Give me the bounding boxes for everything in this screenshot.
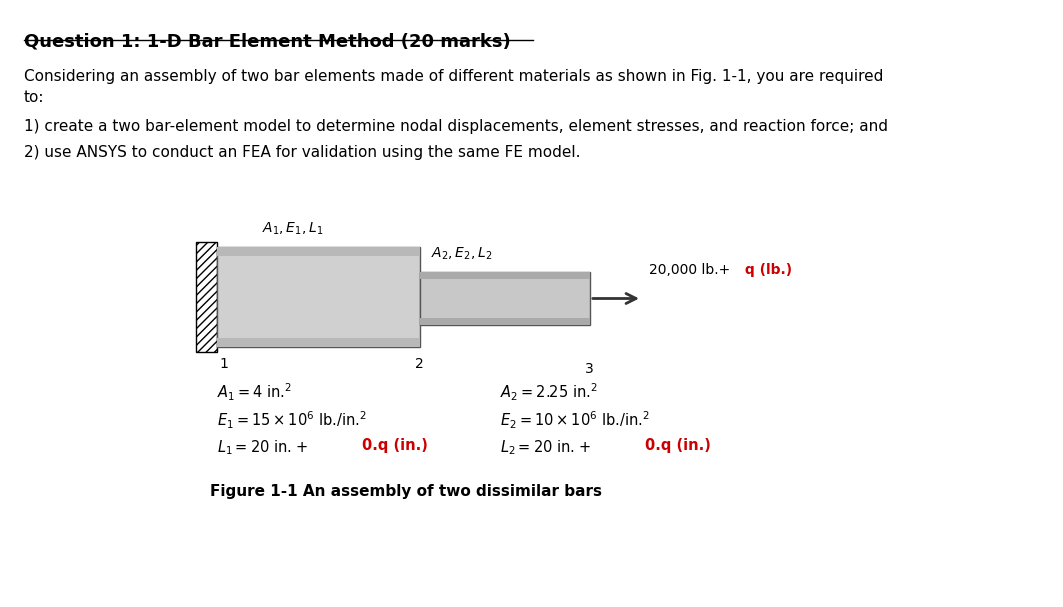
Text: $A_2 = 2.25$ in.$^2$: $A_2 = 2.25$ in.$^2$ xyxy=(501,382,598,404)
Text: $E_1 = 15 \times 10^6$ lb./in.$^2$: $E_1 = 15 \times 10^6$ lb./in.$^2$ xyxy=(217,410,367,432)
Bar xyxy=(217,247,420,256)
Text: $A_1 = 4$ in.$^2$: $A_1 = 4$ in.$^2$ xyxy=(217,382,292,404)
Text: 2: 2 xyxy=(416,357,424,371)
Text: 20,000 lb.+: 20,000 lb.+ xyxy=(649,262,730,277)
Text: Considering an assembly of two bar elements made of different materials as shown: Considering an assembly of two bar eleme… xyxy=(23,69,883,105)
Bar xyxy=(420,272,590,325)
Text: $L_1 = 20$ in. +: $L_1 = 20$ in. + xyxy=(217,438,310,456)
Text: $L_2 = 20$ in. +: $L_2 = 20$ in. + xyxy=(501,438,593,456)
Text: 0.q (in.): 0.q (in.) xyxy=(645,438,710,453)
Text: Question 1: 1-D Bar Element Method (20 marks): Question 1: 1-D Bar Element Method (20 m… xyxy=(23,32,510,50)
Text: q (lb.): q (lb.) xyxy=(740,262,792,277)
Bar xyxy=(420,318,590,325)
Text: 1) create a two bar-element model to determine nodal displacements, element stre: 1) create a two bar-element model to det… xyxy=(23,119,888,134)
Bar xyxy=(217,338,420,347)
Text: $A_2, E_2, L_2$: $A_2, E_2, L_2$ xyxy=(432,246,493,262)
Text: Figure 1-1 An assembly of two dissimilar bars: Figure 1-1 An assembly of two dissimilar… xyxy=(209,484,602,499)
Bar xyxy=(217,247,420,347)
Text: $E_2 = 10 \times 10^6$ lb./in.$^2$: $E_2 = 10 \times 10^6$ lb./in.$^2$ xyxy=(501,410,649,432)
Text: 1: 1 xyxy=(219,357,227,371)
Text: 0.q (in.): 0.q (in.) xyxy=(361,438,427,453)
Bar xyxy=(420,272,590,279)
Bar xyxy=(197,242,217,352)
Text: 2) use ANSYS to conduct an FEA for validation using the same FE model.: 2) use ANSYS to conduct an FEA for valid… xyxy=(23,145,580,160)
Text: 3: 3 xyxy=(586,362,594,376)
Text: $A_1, E_1, L_1$: $A_1, E_1, L_1$ xyxy=(261,220,323,237)
